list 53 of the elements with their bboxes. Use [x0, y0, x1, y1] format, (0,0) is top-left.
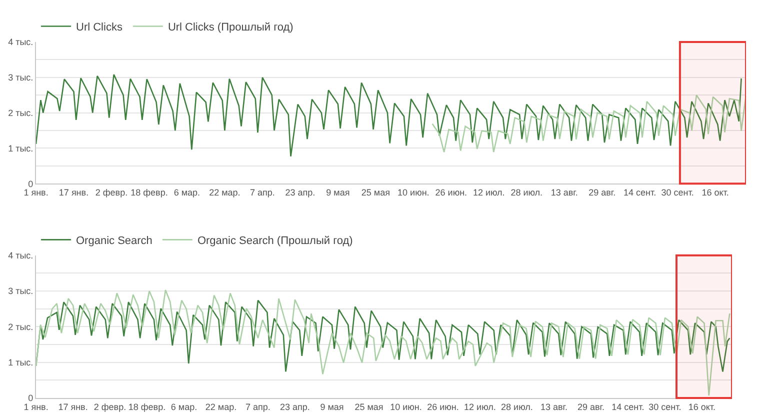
x-tick-label: 12 июл.: [464, 402, 496, 412]
y-tick-label: 0: [28, 178, 34, 189]
x-tick-label: 9 мая: [320, 402, 344, 412]
x-tick-label: 9 мая: [326, 187, 350, 198]
y-tick-label: 4 тыс.: [8, 37, 34, 48]
x-tick-label: 10 июн.: [398, 187, 430, 198]
x-tick-label: 6 мар.: [170, 402, 198, 412]
x-tick-label: 18 февр.: [128, 402, 166, 412]
x-tick-label: 25 мая: [361, 187, 390, 198]
y-tick-label: 4 тыс.: [8, 250, 34, 261]
x-tick-label: 1 янв.: [24, 187, 48, 198]
x-tick-label: 16 окт.: [702, 187, 729, 198]
x-tick-label: 29 авг.: [588, 187, 616, 198]
x-tick-label: 6 мар.: [174, 187, 200, 198]
x-tick-label: 12 июл.: [472, 187, 505, 198]
line-series: [432, 94, 746, 153]
x-tick-label: 18 февр.: [130, 187, 168, 198]
y-tick-label: 1 тыс.: [8, 358, 34, 368]
x-tick-label: 2 февр.: [95, 187, 128, 198]
y-tick-label: 1 тыс.: [8, 143, 34, 154]
x-tick-label: 25 мая: [354, 402, 384, 412]
x-tick-label: 22 мар.: [205, 402, 237, 412]
x-tick-label: 17 янв.: [58, 187, 89, 198]
x-tick-label: 1 янв.: [24, 402, 48, 412]
x-tick-label: 26 июн.: [427, 402, 459, 412]
y-tick-label: 2 тыс.: [8, 108, 34, 118]
x-tick-label: 30 сент.: [661, 187, 694, 198]
x-tick-label: 13 авг.: [550, 187, 578, 198]
x-tick-label: 17 янв.: [58, 402, 88, 412]
legend-label: Organic Search: [76, 234, 152, 247]
x-tick-label: 29 авг.: [577, 402, 604, 412]
y-tick-label: 3 тыс.: [8, 72, 34, 83]
x-tick-label: 28 июл.: [501, 402, 533, 412]
legend-label: Organic Search (Прошлый год): [197, 234, 353, 247]
x-tick-label: 30 сент.: [648, 402, 682, 412]
x-tick-label: 7 апр.: [250, 187, 275, 198]
x-tick-label: 14 сент.: [612, 402, 644, 412]
legend-label: Url Clicks (Прошлый год): [168, 22, 294, 34]
y-tick-label: 3 тыс.: [8, 286, 34, 296]
x-tick-label: 16 окт.: [688, 402, 716, 412]
x-tick-label: 26 июн.: [435, 187, 468, 198]
y-tick-label: 0: [28, 393, 34, 404]
x-tick-label: 13 авг.: [540, 402, 568, 412]
legend-label: Url Clicks: [76, 22, 123, 34]
x-tick-label: 7 апр.: [246, 402, 270, 412]
x-tick-label: 23 апр.: [280, 402, 310, 412]
x-tick-label: 28 июл.: [510, 187, 543, 198]
y-tick-label: 2 тыс.: [8, 322, 34, 332]
x-tick-label: 22 мар.: [209, 187, 240, 198]
x-tick-label: 10 июн.: [390, 402, 422, 412]
x-tick-label: 23 апр.: [285, 187, 316, 198]
x-tick-label: 14 сент.: [624, 187, 656, 198]
x-tick-label: 2 февр.: [94, 402, 126, 412]
